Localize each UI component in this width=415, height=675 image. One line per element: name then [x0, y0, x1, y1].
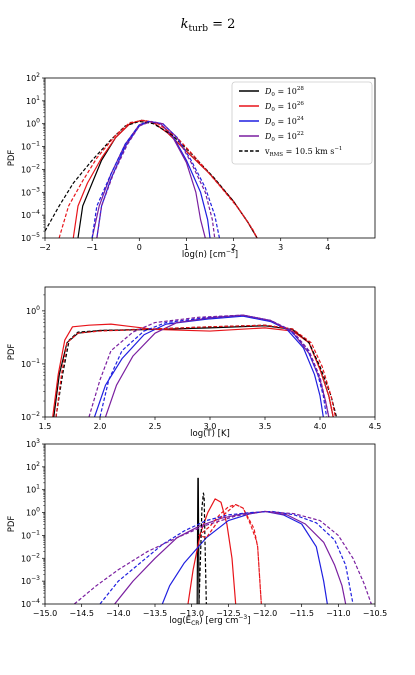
series-line-D28-solid — [53, 325, 334, 417]
y-tick-label: 10−2 — [21, 411, 40, 422]
x-tick-label: −15.0 — [33, 609, 58, 618]
series-line-D26-dashed — [198, 503, 262, 604]
x-tick-label: −13.5 — [143, 609, 168, 618]
y-axis-label: PDF — [7, 150, 17, 167]
legend: D0 = 1028 D0 = 1026 D0 = 1024 D0 = 1022 vRMS… — [231, 81, 373, 165]
x-tick-label: 0 — [137, 243, 142, 252]
series-line-D22-dashed — [96, 120, 216, 238]
series-line-D28-dashed — [198, 492, 207, 604]
svg-text:kturb = 2: kturb = 2 — [181, 17, 236, 34]
x-tick-label: −2 — [39, 243, 51, 252]
legend-entry: D0 = 1022 — [264, 131, 304, 143]
x-tick-label: −12.0 — [253, 609, 278, 618]
figure-title: kturb = 2 — [181, 17, 236, 34]
y-tick-label: 10−1 — [21, 141, 40, 152]
y-tick-label: 100 — [26, 507, 40, 518]
x-tick-label: −1 — [86, 243, 98, 252]
legend-entry: vRMS = 10.5 km s−1 — [264, 146, 342, 158]
series-line-D24-dashed — [91, 120, 221, 238]
y-axis-label: PDF — [7, 516, 17, 533]
y-axis-label: PDF — [7, 344, 17, 361]
series-group — [73, 477, 372, 604]
panel-2: 1.5 2.0 2.5 3.0 3.5 4.0 4.5 10−2 10−1 100 PDF log(T… — [7, 286, 382, 439]
y-tick-label: 100 — [26, 305, 40, 316]
axes-frame — [44, 443, 376, 605]
x-tick-label: −12.5 — [216, 609, 241, 618]
x-tick-label: 2.5 — [149, 422, 162, 431]
x-tick-label: 4 — [325, 243, 330, 252]
series-line-D22-solid — [114, 510, 347, 604]
y-tick-label: 10−2 — [21, 552, 40, 563]
y-tick-label: 101 — [26, 484, 40, 495]
x-tick-label: 4.5 — [369, 422, 382, 431]
y-tick-label: 103 — [26, 438, 40, 449]
legend-entry: D0 = 1024 — [264, 116, 304, 128]
x-tick-label: 2 — [231, 243, 236, 252]
series-line-D26-solid — [187, 498, 237, 604]
x-tick-label: 3.5 — [259, 422, 272, 431]
y-tick-label: 102 — [26, 72, 40, 83]
x-tick-label: −14.5 — [69, 609, 94, 618]
series-line-D24-dashed — [99, 510, 354, 604]
series-line-D28-dashed — [55, 324, 338, 417]
panel-3: −15.0 −14.5 −14.0 −13.5 −13.0 −12.5 −12.0 −11.5… — [7, 438, 387, 627]
series-line-D26-solid — [52, 323, 334, 417]
y-tick-label: 10−2 — [21, 163, 40, 174]
y-tick-label: 102 — [26, 461, 40, 472]
y-tick-label: 10−4 — [21, 598, 40, 609]
series-line-D24-solid — [96, 120, 211, 238]
series-line-D26-dashed — [58, 119, 258, 238]
x-tick-label: 4.0 — [314, 422, 327, 431]
y-tick-label: 10−1 — [21, 529, 40, 540]
x-tick-label: −14.0 — [106, 609, 131, 618]
series-line-D22-dashed — [88, 314, 330, 417]
axes-frame — [44, 286, 376, 418]
x-tick-label: −11.5 — [289, 609, 314, 618]
series-group — [45, 119, 258, 238]
title-k: k — [181, 17, 189, 32]
x-tick-label: 1 — [184, 243, 189, 252]
x-tick-label: 3.0 — [204, 422, 217, 431]
y-tick-label: 10−3 — [21, 575, 40, 586]
panel-1: −2 −1 0 1 2 3 4 10−5 10−4 10−3 10−2 10−1 100 101 102 PD… — [7, 72, 376, 260]
title-sub: turb — [188, 24, 208, 34]
x-tick-label: −11.0 — [326, 609, 351, 618]
x-tick-label: −10.5 — [363, 609, 388, 618]
y-tick-label: 10−3 — [21, 186, 40, 197]
series-group — [52, 314, 338, 417]
legend-entry: D0 = 1028 — [264, 86, 304, 98]
y-tick-label: 10−5 — [21, 232, 40, 243]
series-line-D28-solid — [77, 119, 258, 238]
x-axis-label: log(n) [cm−3] — [182, 248, 238, 260]
x-tick-label: 1.5 — [39, 422, 52, 431]
series-line-D26-dashed — [55, 324, 336, 417]
series-line-D28-dashed — [45, 120, 258, 238]
series-line-D24-solid — [161, 510, 328, 604]
y-tick-label: 10−4 — [21, 209, 40, 220]
series-line-D26-solid — [72, 119, 258, 238]
series-line-D22-dashed — [73, 510, 372, 604]
legend-box — [231, 81, 373, 165]
title-rest: = 2 — [208, 17, 235, 32]
y-tick-label: 100 — [26, 118, 40, 129]
x-tick-label: 2.0 — [94, 422, 107, 431]
x-axis-label: log(ECR) [erg cm−3] — [169, 614, 250, 627]
axes-frame — [44, 77, 376, 239]
x-tick-label: 3 — [278, 243, 283, 252]
y-tick-label: 101 — [26, 95, 40, 106]
series-line-D24-solid — [93, 315, 324, 417]
legend-entry: D0 = 1026 — [264, 101, 304, 113]
y-tick-label: 10−1 — [21, 358, 40, 369]
x-axis-label: log(T) [K] — [190, 429, 230, 439]
x-tick-label: −13.0 — [179, 609, 204, 618]
